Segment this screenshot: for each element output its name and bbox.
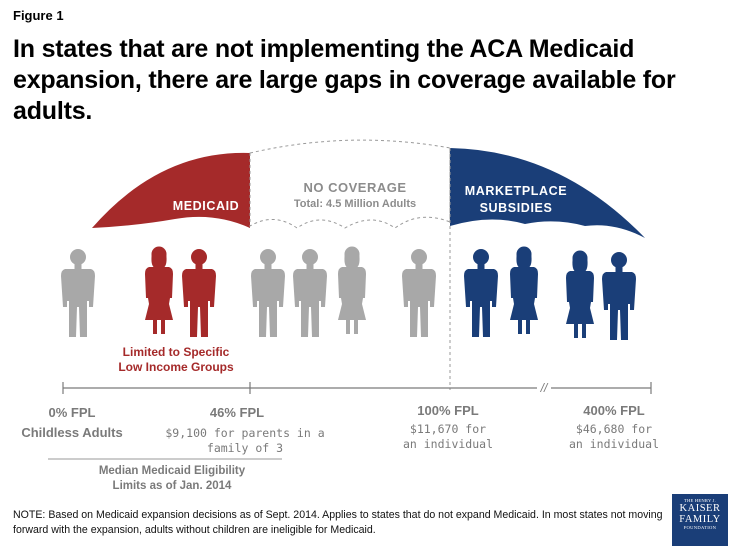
person-figure-blue bbox=[602, 252, 636, 340]
person-figure-blue bbox=[510, 246, 538, 334]
kff-logo: THE HENRY J. KAISER FAMILY FOUNDATION bbox=[672, 494, 728, 546]
tick-label-desc: Childless Adults bbox=[21, 425, 122, 440]
medicaid-umbrella bbox=[92, 152, 250, 228]
limited-note-line2: Low Income Groups bbox=[118, 360, 234, 374]
median-note-line1: Median Medicaid Eligibility bbox=[99, 465, 246, 477]
coverage-gap-diagram: MEDICAID NO COVERAGE Total: 4.5 Million … bbox=[21, 139, 659, 492]
person-figure-red bbox=[145, 246, 173, 334]
logo-line: THE HENRY J. bbox=[684, 498, 716, 503]
person-figure-gray bbox=[402, 249, 436, 337]
tick-label-fpl: 46% FPL bbox=[210, 405, 264, 420]
person-figure-gray bbox=[338, 246, 366, 334]
person-figure-gray bbox=[61, 249, 95, 337]
person-figure-gray bbox=[251, 249, 285, 337]
logo-line: FOUNDATION bbox=[683, 525, 717, 530]
tick-label-fpl: 400% FPL bbox=[583, 403, 644, 418]
person-figure-red bbox=[182, 249, 216, 337]
tick-label-desc: $9,100 for parents in a bbox=[165, 426, 324, 440]
tick-label-fpl: 0% FPL bbox=[49, 405, 96, 420]
no-coverage-label: NO COVERAGE bbox=[303, 180, 406, 195]
marketplace-umbrella bbox=[450, 148, 645, 238]
tick-label-fpl: 100% FPL bbox=[417, 403, 478, 418]
medicaid-label: MEDICAID bbox=[173, 199, 240, 213]
page-title: In states that are not implementing the … bbox=[13, 35, 676, 125]
marketplace-label-line1: MARKETPLACE bbox=[465, 184, 567, 198]
tick-label-desc: family of 3 bbox=[207, 441, 283, 455]
footnote: NOTE: Based on Medicaid expansion decisi… bbox=[13, 509, 663, 536]
logo-line: KAISER bbox=[679, 503, 721, 514]
tick-label-desc: $46,680 for bbox=[576, 422, 652, 436]
person-figure-blue bbox=[464, 249, 498, 337]
median-note-line2: Limits as of Jan. 2014 bbox=[113, 480, 232, 492]
tick-label-desc: an individual bbox=[569, 437, 659, 451]
limited-note-line1: Limited to Specific bbox=[123, 345, 230, 359]
person-figure-blue bbox=[566, 250, 594, 338]
logo-line: FAMILY bbox=[679, 514, 721, 525]
no-coverage-sublabel: Total: 4.5 Million Adults bbox=[294, 198, 416, 210]
axis-break-symbol: // bbox=[540, 381, 549, 395]
figure-label: Figure 1 bbox=[13, 8, 64, 23]
marketplace-label-line2: SUBSIDIES bbox=[480, 201, 553, 215]
tick-label-desc: $11,670 for bbox=[410, 422, 486, 436]
no-coverage-umbrella bbox=[249, 139, 451, 229]
tick-label-desc: an individual bbox=[403, 437, 493, 451]
person-figure-gray bbox=[293, 249, 327, 337]
